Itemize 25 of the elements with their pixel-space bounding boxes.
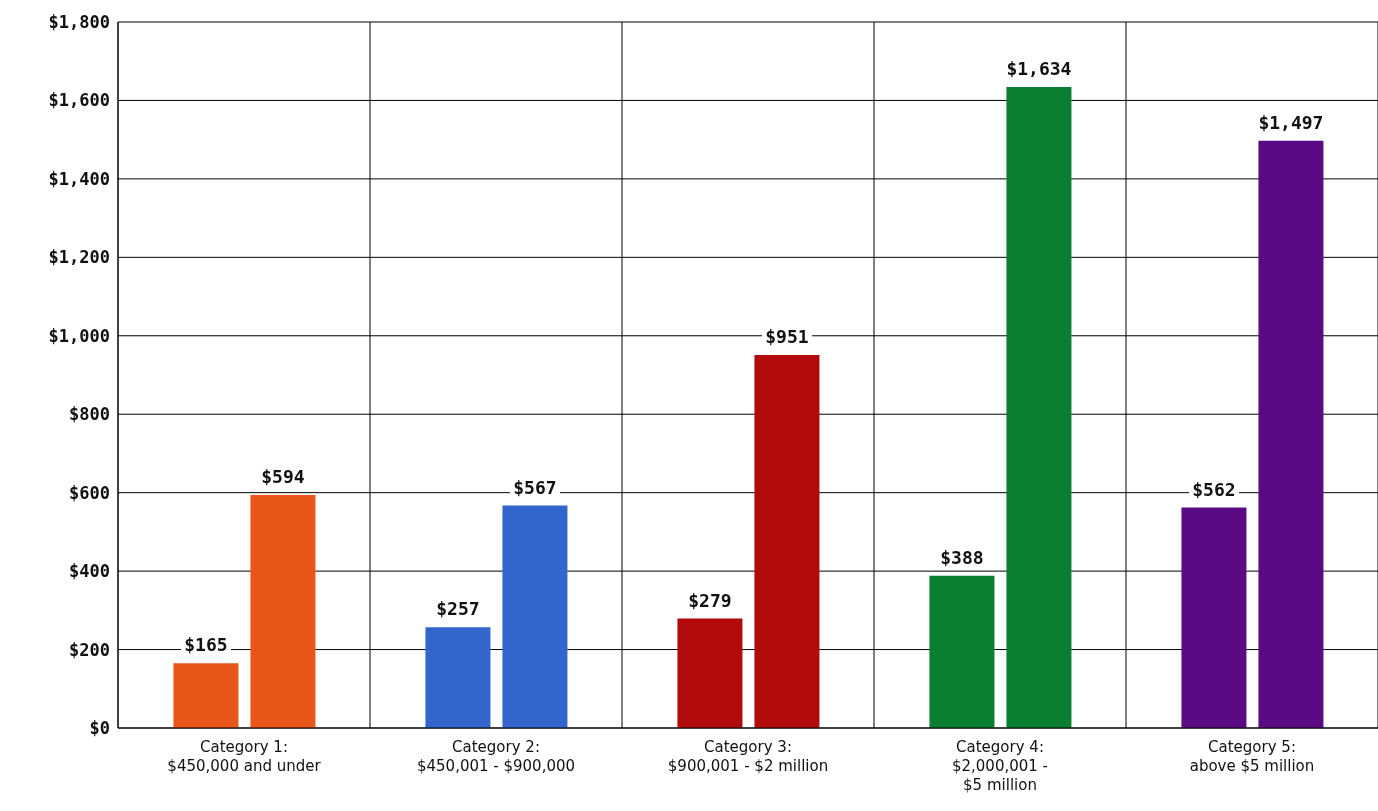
- data-label: $165: [184, 634, 228, 656]
- y-tick-label: $1,200: [48, 247, 110, 268]
- data-label: $951: [765, 326, 809, 347]
- y-tick-label: $800: [69, 404, 110, 425]
- y-tick-label: $600: [69, 482, 110, 503]
- data-label: $1,497: [1258, 111, 1324, 133]
- data-label: $562: [1192, 478, 1236, 500]
- y-tick-label: $200: [69, 639, 110, 660]
- x-tick-label: Category 1: $450,000 and under: [167, 738, 322, 775]
- x-tick-label: Category 2: $450,001 - $900,000: [416, 738, 576, 775]
- data-label: $279: [688, 589, 732, 611]
- data-label: $594: [261, 466, 305, 488]
- y-tick-label: $1,800: [48, 12, 110, 33]
- data-label: $257: [436, 598, 480, 620]
- y-tick-label: $1,400: [48, 168, 110, 189]
- y-tick-label: $0: [89, 718, 110, 739]
- y-tick-label: $1,000: [48, 325, 110, 346]
- y-tick-label: $400: [69, 561, 110, 582]
- x-tick-label: Category 3: $900,001 - $2 million: [667, 738, 829, 775]
- y-tick-label: $1,600: [48, 90, 110, 111]
- data-label: $388: [940, 546, 984, 568]
- data-label: $1,634: [1006, 58, 1072, 80]
- data-label: $567: [513, 476, 557, 498]
- x-tick-label: Category 5: above $5 million: [1189, 738, 1315, 775]
- x-tick-label: Category 4: $2,000,001 - $5 million: [951, 738, 1049, 794]
